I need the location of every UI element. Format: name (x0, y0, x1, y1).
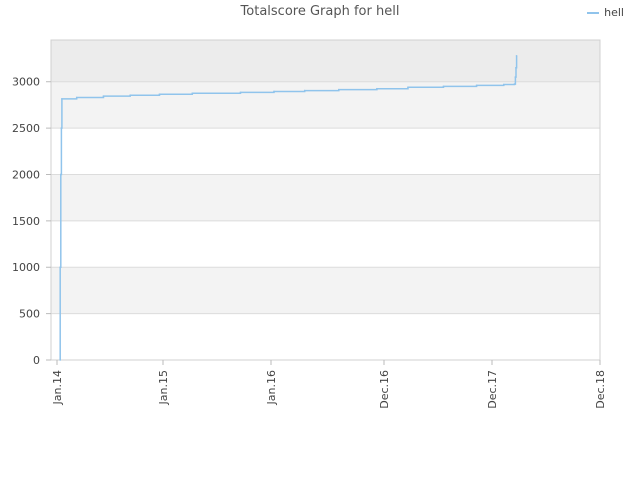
y-tick-label: 1000 (12, 261, 40, 274)
plot-band (51, 220, 600, 268)
y-tick-label: 2500 (12, 122, 40, 135)
x-tick-label: Jan.14 (51, 370, 64, 405)
plot-band (51, 313, 600, 360)
y-tick-label: 0 (33, 354, 40, 367)
data-point (407, 86, 409, 89)
data-point (338, 88, 340, 91)
data-point (59, 359, 61, 361)
y-tick-label: 500 (19, 308, 40, 321)
data-point (102, 95, 105, 97)
series-line-hell (59, 55, 518, 360)
data-point (513, 83, 516, 85)
data-point (158, 93, 161, 96)
x-tick-label: Dec.18 (594, 370, 607, 409)
data-point (442, 85, 445, 88)
plot-band (51, 128, 600, 175)
data-point (515, 67, 517, 69)
legend-label: hell (604, 6, 624, 19)
y-tick-label: 2000 (12, 168, 40, 181)
plot-band (51, 81, 600, 129)
data-point (515, 54, 518, 57)
plot-band (51, 174, 600, 221)
data-point (191, 92, 194, 95)
data-point (376, 87, 378, 90)
plot-border (50, 39, 601, 361)
data-point (59, 173, 62, 176)
data-point (61, 98, 63, 100)
x-tick-label: Dec.17 (486, 370, 499, 409)
plot-band (51, 267, 600, 314)
data-point (514, 76, 517, 78)
x-tick-label: Dec.16 (378, 370, 391, 409)
data-point (60, 127, 63, 129)
data-point (59, 266, 61, 269)
chart-title: Totalscore Graph for hell (240, 4, 400, 19)
data-point (503, 83, 505, 86)
y-tick-label: 1500 (12, 215, 40, 228)
data-point (239, 91, 242, 94)
legend: hell (587, 6, 624, 19)
data-point (273, 90, 275, 93)
y-tick-label: 3000 (12, 76, 40, 89)
data-point (475, 84, 478, 87)
data-point (303, 89, 306, 92)
plot-band (51, 40, 600, 82)
x-tick-label: Jan.16 (265, 370, 278, 405)
data-point (75, 96, 78, 99)
data-point (129, 94, 131, 96)
x-tick-label: Jan.15 (157, 370, 170, 405)
legend-swatch (587, 11, 600, 14)
